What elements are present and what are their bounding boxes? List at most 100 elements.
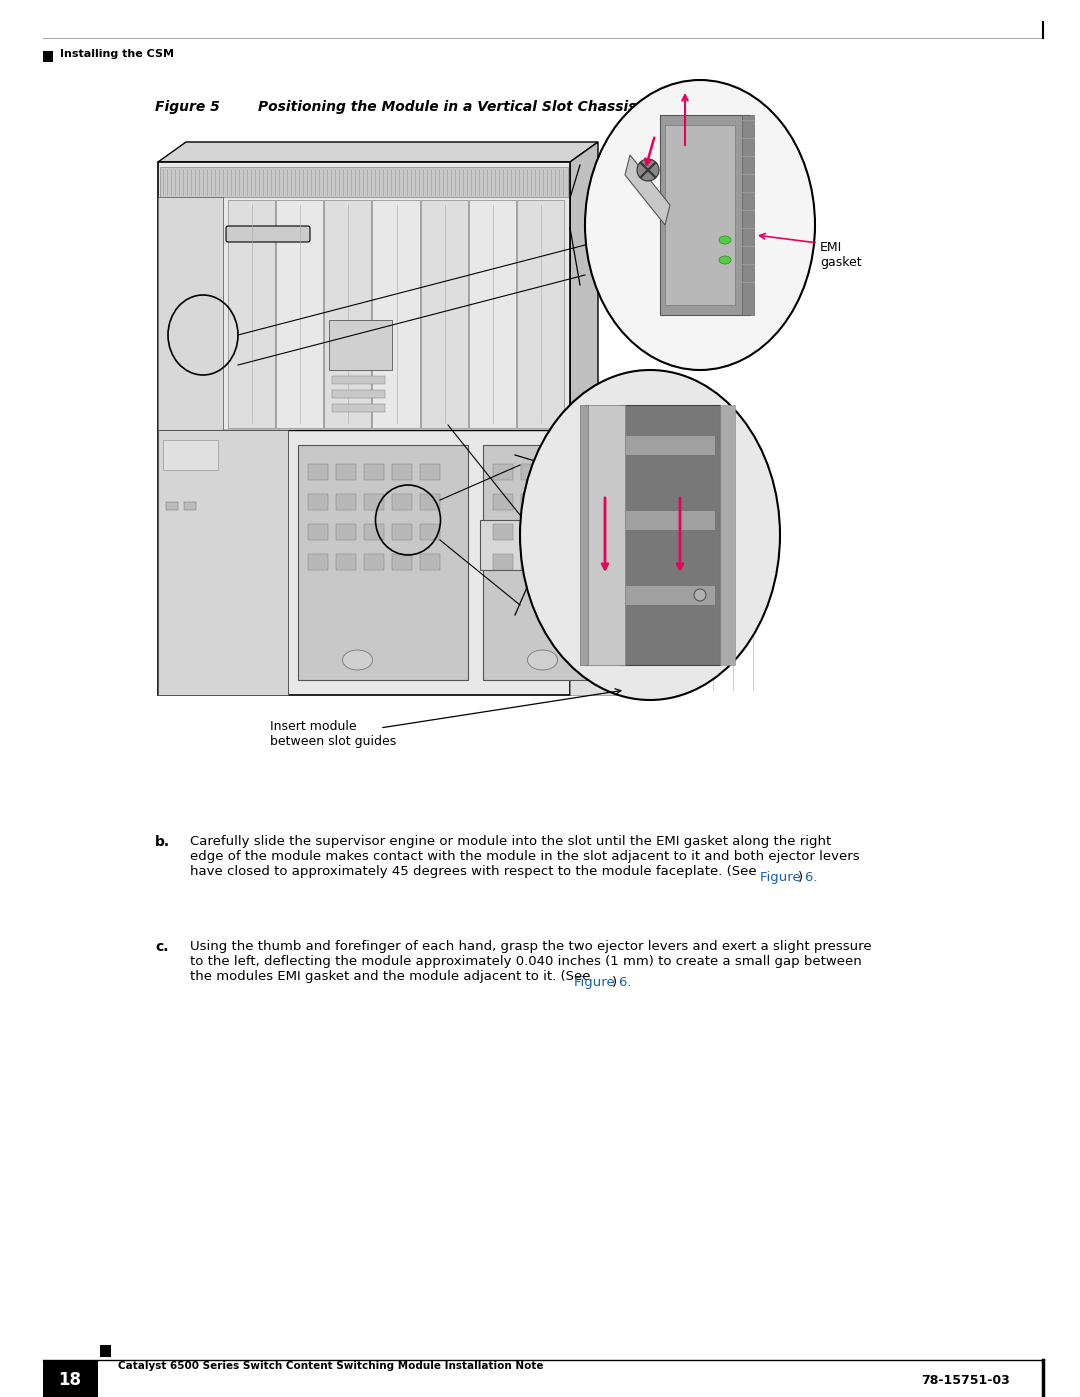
Bar	[333, 404, 384, 412]
Text: 18: 18	[58, 1370, 81, 1389]
Bar	[517, 200, 564, 427]
Bar	[364, 555, 384, 570]
Text: Figure 6.: Figure 6.	[573, 977, 632, 989]
Bar	[392, 495, 411, 510]
Bar	[605, 464, 625, 481]
Bar	[570, 430, 669, 694]
Ellipse shape	[637, 159, 659, 182]
Bar	[521, 464, 541, 481]
Bar	[605, 524, 625, 541]
Bar	[577, 495, 597, 510]
Bar	[549, 524, 569, 541]
Ellipse shape	[719, 236, 731, 244]
Bar	[585, 405, 625, 665]
Ellipse shape	[527, 650, 557, 671]
Text: EMI
gasket: EMI gasket	[409, 401, 450, 429]
Text: Ejector lever fully
extended: Ejector lever fully extended	[635, 108, 745, 136]
Bar	[158, 197, 222, 430]
Bar	[333, 376, 384, 384]
Bar	[492, 524, 513, 541]
Bar	[577, 524, 597, 541]
Bar	[492, 495, 513, 510]
Bar	[228, 200, 275, 427]
Polygon shape	[158, 162, 570, 694]
Bar	[420, 524, 440, 541]
Text: b.: b.	[156, 835, 171, 849]
Ellipse shape	[694, 590, 706, 601]
Bar	[308, 464, 328, 481]
Bar	[665, 124, 735, 305]
FancyBboxPatch shape	[226, 226, 310, 242]
Bar	[392, 464, 411, 481]
Bar	[100, 1345, 111, 1356]
Bar	[420, 464, 440, 481]
Bar	[625, 585, 715, 605]
Bar	[336, 495, 356, 510]
Bar	[605, 555, 625, 570]
Bar	[420, 555, 440, 570]
Bar	[298, 446, 468, 680]
Bar	[420, 200, 468, 427]
Bar	[625, 434, 715, 455]
Bar	[521, 524, 541, 541]
Bar	[308, 495, 328, 510]
Bar	[420, 495, 440, 510]
Bar	[620, 405, 720, 665]
Ellipse shape	[553, 497, 557, 503]
Ellipse shape	[342, 650, 373, 671]
Bar	[329, 320, 391, 370]
Bar	[324, 200, 372, 427]
Bar	[373, 200, 419, 427]
Bar	[364, 524, 384, 541]
Bar	[43, 1361, 98, 1397]
Ellipse shape	[519, 370, 780, 700]
Bar	[158, 430, 288, 694]
Text: ): )	[612, 977, 617, 989]
Bar	[336, 524, 356, 541]
Text: Installing the CSM: Installing the CSM	[60, 49, 174, 59]
Bar	[392, 524, 411, 541]
Bar	[336, 464, 356, 481]
Polygon shape	[158, 142, 598, 162]
Polygon shape	[625, 155, 670, 225]
Bar	[492, 464, 513, 481]
Bar	[392, 555, 411, 570]
Bar	[492, 555, 513, 570]
Bar	[480, 520, 545, 570]
Bar	[276, 200, 323, 427]
Text: Using the thumb and forefinger of each hand, grasp the two ejector levers and ex: Using the thumb and forefinger of each h…	[190, 940, 872, 983]
Text: ): )	[798, 870, 804, 884]
Bar	[308, 524, 328, 541]
Ellipse shape	[553, 617, 557, 623]
Bar	[625, 510, 715, 529]
Bar	[333, 390, 384, 398]
Bar	[580, 405, 588, 665]
Bar	[364, 495, 384, 510]
Bar	[308, 555, 328, 570]
Bar	[364, 464, 384, 481]
Bar	[184, 502, 195, 510]
Polygon shape	[570, 142, 598, 694]
Ellipse shape	[585, 80, 815, 370]
Bar	[549, 555, 569, 570]
Text: 63585: 63585	[565, 545, 575, 576]
Text: c.: c.	[156, 940, 168, 954]
Bar	[720, 405, 735, 665]
Text: Figure 6.: Figure 6.	[760, 870, 818, 884]
Text: Carefully slide the supervisor engine or module into the slot until the EMI gask: Carefully slide the supervisor engine or…	[190, 835, 860, 877]
Bar	[521, 495, 541, 510]
Bar	[160, 168, 568, 197]
Bar	[577, 464, 597, 481]
Ellipse shape	[719, 256, 731, 264]
Ellipse shape	[553, 538, 557, 542]
Bar	[43, 52, 53, 61]
Ellipse shape	[553, 577, 557, 583]
Bar	[577, 555, 597, 570]
Text: EMI
gasket: EMI gasket	[820, 242, 862, 270]
Bar	[521, 555, 541, 570]
Bar	[605, 495, 625, 510]
Text: Positioning the Module in a Vertical Slot Chassis: Positioning the Module in a Vertical Slo…	[258, 101, 636, 115]
Bar	[336, 555, 356, 570]
Bar	[549, 464, 569, 481]
Text: Figure 5: Figure 5	[156, 101, 219, 115]
